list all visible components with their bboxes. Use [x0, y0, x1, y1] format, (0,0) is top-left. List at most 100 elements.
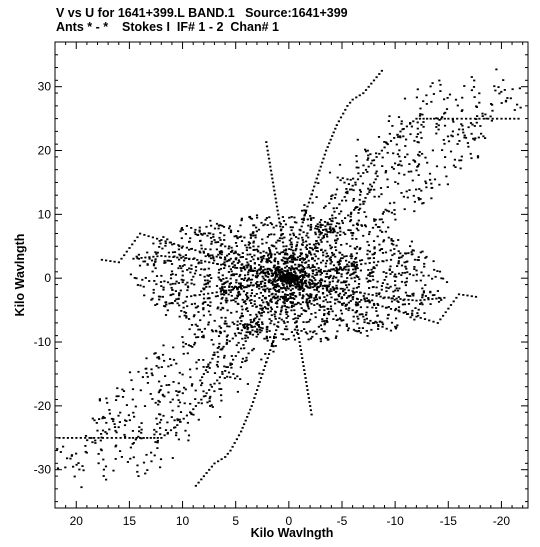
- uv-point: [202, 250, 205, 253]
- uv-point: [229, 364, 232, 366]
- uv-point: [311, 248, 314, 251]
- uv-point: [256, 331, 259, 333]
- uv-point: [268, 233, 271, 236]
- uv-point: [139, 389, 142, 392]
- uv-point: [400, 280, 404, 283]
- uv-point: [454, 166, 457, 168]
- uv-point: [173, 419, 176, 422]
- uv-point: [300, 264, 303, 267]
- uv-point: [202, 373, 205, 375]
- uv-point: [242, 324, 245, 326]
- uv-point: [348, 295, 351, 297]
- uv-point: [355, 96, 358, 99]
- uv-point: [278, 277, 281, 280]
- uv-point: [407, 252, 410, 254]
- uv-point: [175, 298, 178, 301]
- uv-point: [326, 240, 329, 243]
- uv-point: [350, 211, 353, 214]
- uv-point: [326, 301, 329, 304]
- uv-point: [222, 226, 226, 228]
- uv-point: [334, 255, 337, 258]
- uv-point: [273, 283, 277, 286]
- uv-point: [266, 270, 270, 273]
- uv-point: [400, 274, 403, 276]
- uv-point: [315, 225, 318, 227]
- uv-point: [395, 297, 398, 300]
- uv-point: [181, 274, 184, 277]
- uv-point: [444, 311, 447, 314]
- uv-point: [250, 302, 253, 304]
- uv-point: [230, 366, 233, 369]
- uv-point: [338, 301, 341, 304]
- uv-point: [374, 218, 377, 221]
- uv-point: [418, 154, 421, 157]
- uv-point: [335, 335, 338, 338]
- uv-point: [144, 277, 147, 279]
- uv-point: [156, 303, 159, 305]
- uv-point: [220, 250, 223, 253]
- uv-point: [258, 287, 261, 290]
- uv-point: [199, 251, 202, 254]
- uv-point: [86, 439, 89, 442]
- uv-point: [350, 257, 353, 260]
- uv-point: [262, 269, 265, 272]
- uv-point: [273, 272, 276, 275]
- uv-point: [374, 178, 377, 181]
- uv-point: [344, 191, 348, 194]
- uv-point: [218, 250, 221, 253]
- uv-point: [295, 248, 298, 250]
- uv-point: [252, 318, 256, 321]
- uv-point: [339, 267, 342, 270]
- uv-point: [162, 236, 165, 238]
- uv-point: [81, 465, 84, 467]
- uv-point: [426, 117, 429, 120]
- uv-point: [190, 282, 193, 285]
- uv-point: [276, 299, 279, 302]
- uv-point: [388, 268, 391, 271]
- uv-point: [293, 278, 296, 281]
- uv-point: [366, 300, 369, 302]
- uv-point: [404, 252, 407, 255]
- uv-point: [275, 290, 278, 292]
- uv-point: [411, 312, 414, 315]
- uv-point: [194, 233, 197, 236]
- uv-point: [272, 350, 275, 353]
- uv-point: [171, 289, 174, 291]
- uv-point: [158, 401, 161, 403]
- uv-point: [182, 352, 185, 355]
- uv-point: [316, 250, 319, 253]
- uv-point: [392, 240, 395, 242]
- uv-point: [422, 117, 425, 120]
- uv-point: [300, 270, 303, 272]
- uv-point: [308, 301, 311, 304]
- uv-point: [282, 274, 285, 276]
- uv-point: [131, 437, 135, 439]
- uv-point: [355, 252, 358, 255]
- uv-point: [446, 97, 449, 99]
- uv-point: [373, 188, 376, 191]
- uv-point: [476, 155, 480, 157]
- uv-point: [260, 260, 263, 263]
- uv-point: [277, 262, 280, 265]
- uv-point: [403, 208, 406, 211]
- uv-point: [427, 298, 430, 301]
- uv-point: [312, 243, 316, 246]
- uv-point: [323, 296, 326, 298]
- uv-point: [308, 282, 311, 285]
- uv-point: [212, 354, 215, 356]
- uv-point: [456, 104, 459, 107]
- uv-point: [162, 414, 165, 417]
- uv-point: [133, 239, 136, 242]
- uv-point: [287, 315, 290, 318]
- uv-point: [189, 376, 192, 379]
- uv-point: [323, 206, 326, 209]
- uv-point: [290, 273, 293, 275]
- x-tick-label: 10: [176, 514, 190, 528]
- uv-point: [197, 481, 200, 484]
- uv-point: [239, 224, 242, 227]
- uv-point: [200, 384, 203, 387]
- uv-point: [136, 284, 139, 286]
- uv-point: [295, 320, 298, 323]
- uv-point: [220, 289, 223, 291]
- uv-point: [313, 247, 317, 250]
